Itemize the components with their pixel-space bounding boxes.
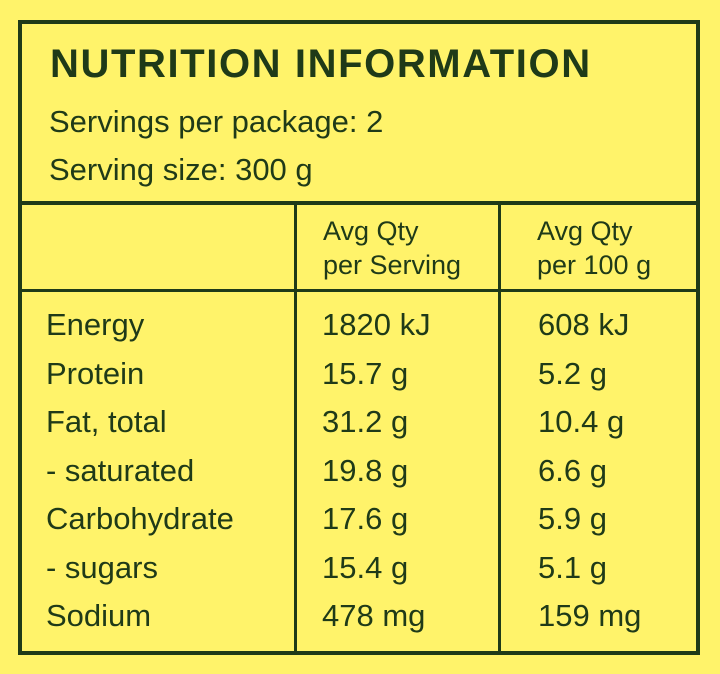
column-divider-1	[294, 204, 297, 651]
servings-per-package: Servings per package: 2	[49, 104, 384, 139]
nutrient-name: Energy	[46, 307, 145, 342]
per-100g-value: 608 kJ	[538, 307, 630, 342]
per-100g-value: 5.9 g	[538, 501, 607, 536]
column-header-per-serving: Avg Qty per Serving	[323, 214, 461, 282]
per-100g-value: 159 mg	[538, 598, 642, 633]
column-header-per-100g: Avg Qty per 100 g	[537, 214, 651, 282]
per-serving-value: 15.7 g	[322, 355, 409, 391]
table-row: Carbohydrate 17.6 g 5.9 g	[22, 495, 696, 544]
per-serving-value: 31.2 g	[322, 404, 409, 439]
per-100g-value: 5.2 g	[538, 355, 607, 391]
nutrient-name: Fat, total	[46, 404, 167, 439]
table-row: Fat, total 31.2 g 10.4 g	[22, 398, 696, 447]
panel-title: NUTRITION INFORMATION	[50, 42, 592, 86]
column-header-line2: per 100 g	[537, 250, 652, 280]
nutrient-name: Sodium	[46, 598, 152, 633]
per-serving-value: 478 mg	[322, 598, 426, 633]
per-serving-value: 1820 kJ	[322, 307, 431, 342]
nutrient-rows: Energy 1820 kJ 608 kJ Protein 15.7 g 5.2…	[22, 301, 696, 641]
per-serving-value: 19.8 g	[322, 452, 409, 488]
table-row: Protein 15.7 g 5.2 g	[22, 350, 696, 399]
nutrient-name: - sugars	[46, 549, 158, 585]
header-divider-rule	[22, 289, 696, 292]
table-row: - saturated 19.8 g 6.6 g	[22, 447, 696, 496]
per-serving-value: 17.6 g	[322, 501, 409, 536]
column-header-line1: Avg Qty	[323, 216, 419, 246]
nutrient-name: Protein	[46, 355, 145, 391]
per-100g-value: 10.4 g	[538, 404, 625, 439]
table-top-rule	[22, 201, 696, 205]
table-row: - sugars 15.4 g 5.1 g	[22, 544, 696, 593]
per-serving-value: 15.4 g	[322, 549, 409, 585]
column-header-line1: Avg Qty	[537, 216, 633, 246]
nutrient-name: Carbohydrate	[46, 501, 234, 536]
per-100g-value: 6.6 g	[538, 452, 607, 488]
column-divider-2	[498, 204, 501, 651]
nutrient-name: - saturated	[46, 452, 195, 488]
table-row: Energy 1820 kJ 608 kJ	[22, 301, 696, 350]
per-100g-value: 5.1 g	[538, 549, 607, 585]
column-header-line2: per Serving	[323, 250, 462, 280]
table-row: Sodium 478 mg 159 mg	[22, 592, 696, 641]
serving-size: Serving size: 300 g	[49, 152, 313, 187]
nutrition-panel: NUTRITION INFORMATION Servings per packa…	[18, 20, 700, 655]
